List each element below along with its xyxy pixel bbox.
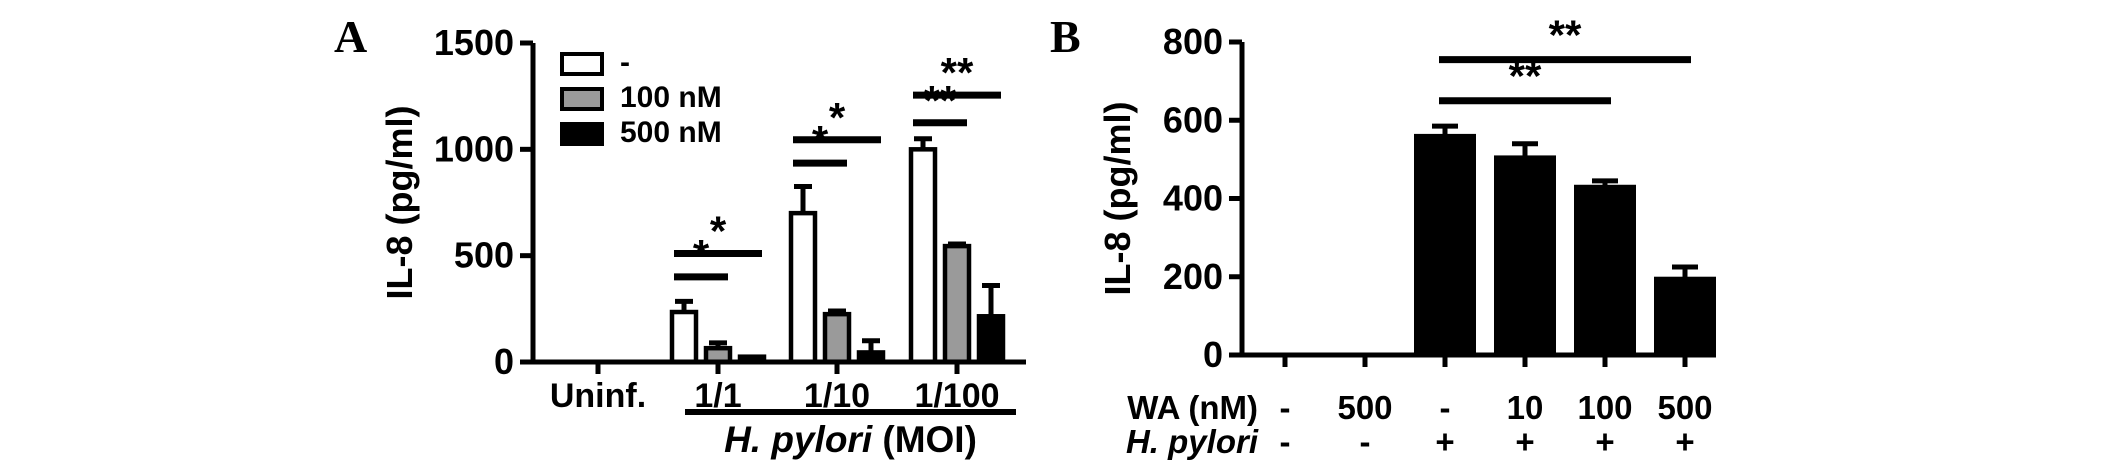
x-row-value: 500: [1337, 389, 1392, 426]
bar: [669, 309, 699, 365]
significance-stars: **: [941, 49, 974, 96]
x-row-value: 10: [1507, 389, 1544, 426]
legend-label: 500 nM: [620, 116, 722, 149]
x-row-value: -: [1440, 389, 1451, 426]
bar: [942, 243, 972, 365]
bar: [1494, 155, 1556, 357]
panel-a-chart: 0 500 1000 1500 Uninf. 1/1 1/10 1/100 IL-8 (pg/m…: [379, 22, 1026, 460]
y-tick-label: 1500: [434, 22, 514, 63]
x-row-value: -: [1360, 423, 1371, 460]
significance-stars: **: [924, 77, 957, 124]
x-tick-label: 1/10: [804, 377, 870, 415]
bar: [1574, 184, 1636, 357]
x-tick-label: 1/100: [914, 377, 999, 415]
legend-swatch: [560, 87, 604, 111]
legend-label: -: [620, 46, 630, 79]
x-row-label: H. pylori: [1126, 423, 1259, 460]
x-row-value: -: [1280, 389, 1291, 426]
x-tick-label: 1/1: [694, 377, 741, 415]
y-tick-label: 0: [1203, 334, 1223, 375]
bar: [976, 314, 1006, 365]
axis: [1239, 42, 1716, 358]
x-row-value: +: [1515, 423, 1534, 460]
significance-stars: **: [1549, 12, 1582, 59]
significance-stars: *: [829, 94, 846, 141]
bar: [788, 210, 818, 365]
bar: [822, 311, 852, 365]
y-tick-label: 0: [494, 341, 514, 382]
x-row-value: -: [1280, 423, 1291, 460]
bar: [1414, 133, 1476, 357]
x-row-value: +: [1435, 423, 1454, 460]
y-axis-label: IL-8 (pg/ml): [379, 106, 420, 300]
y-tick-label: 1000: [434, 128, 514, 169]
y-tick-label: 800: [1163, 21, 1223, 62]
bar: [1654, 276, 1716, 357]
x-row-label: WA (nM): [1127, 389, 1258, 426]
y-tick-label: 500: [454, 235, 514, 276]
x-tick-label: Uninf.: [550, 377, 646, 415]
y-tick-label: 600: [1163, 99, 1223, 140]
y-tick-label: 200: [1163, 256, 1223, 297]
panel-b-letter: B: [1050, 11, 1081, 62]
legend-swatch: [560, 52, 604, 76]
x-row-value: 500: [1657, 389, 1712, 426]
legend-swatch: [560, 122, 604, 146]
y-tick-label: 400: [1163, 178, 1223, 219]
y-axis-label: IL-8 (pg/ml): [1097, 102, 1138, 296]
x-row-value: +: [1595, 423, 1614, 460]
x-row-value: +: [1675, 423, 1694, 460]
bar: [908, 147, 938, 365]
legend-label: 100 nM: [620, 81, 722, 114]
x-row-value: 100: [1577, 389, 1632, 426]
x-axis-group-label: H. pylori (MOI): [724, 419, 977, 460]
panel-a-letter: A: [334, 11, 368, 62]
significance-stars: *: [710, 208, 727, 255]
